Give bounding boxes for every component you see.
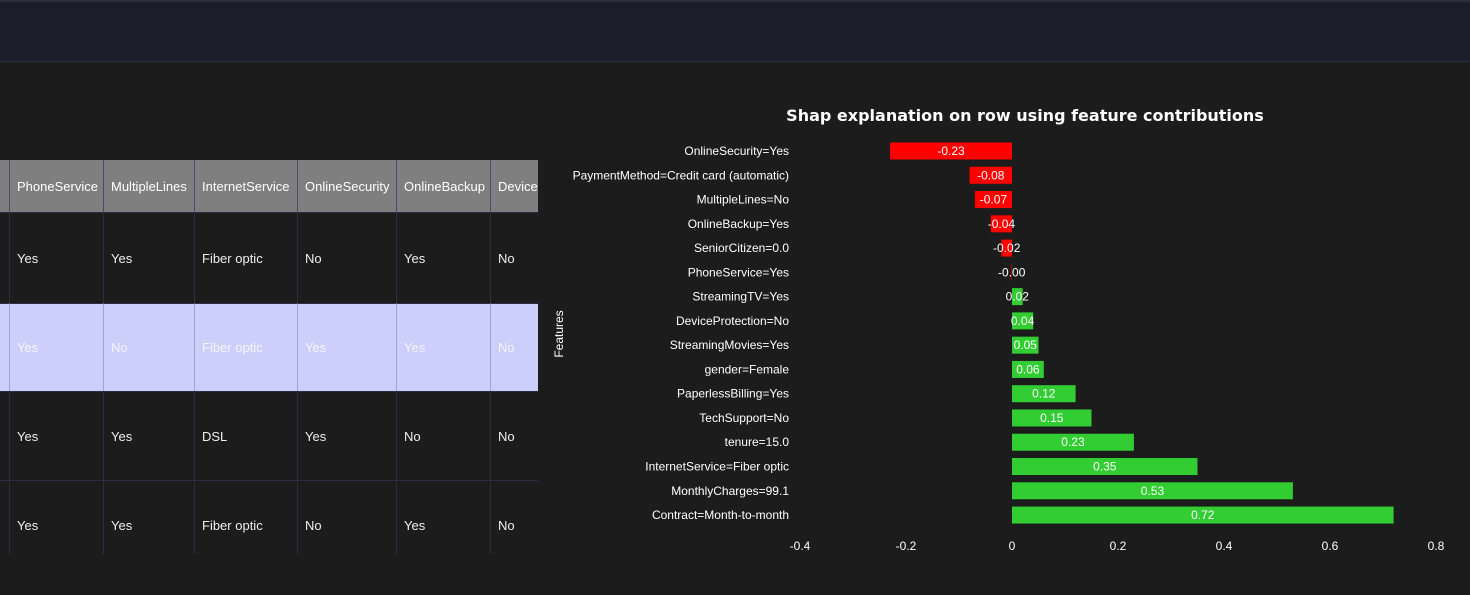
table-cell[interactable]: Fiber optic (194, 480, 297, 554)
bar-value-label: 0.04 (1011, 314, 1035, 328)
x-tick-label: 0.6 (1322, 539, 1339, 553)
bar-value-label: -0.02 (993, 241, 1021, 255)
bar-value-label: -0.04 (988, 217, 1016, 231)
y-tick-label: gender=Female (705, 362, 790, 376)
bar-value-label: 0.05 (1014, 338, 1038, 352)
bar-value-label: 0.06 (1016, 362, 1040, 376)
table-cell[interactable]: Fiber optic (194, 212, 297, 303)
y-tick-label: PaymentMethod=Credit card (automatic) (573, 168, 789, 182)
bar[interactable] (1012, 482, 1293, 500)
table-cell[interactable]: Yes (9, 480, 103, 554)
bar[interactable] (1012, 409, 1092, 427)
table-cell[interactable]: Yes (103, 480, 194, 554)
table-cell-selected[interactable]: Yes (9, 303, 103, 391)
bar[interactable] (990, 215, 1012, 233)
table-cell-selected[interactable]: Yes (297, 303, 396, 391)
table-cell-selected[interactable] (0, 303, 9, 391)
table-cell[interactable] (0, 212, 9, 303)
x-tick-label: -0.2 (896, 539, 917, 553)
table-cell[interactable]: No (490, 480, 538, 554)
y-tick-label: StreamingTV=Yes (692, 290, 789, 304)
table-cell[interactable] (0, 391, 9, 480)
table-cell[interactable]: Yes (396, 480, 490, 554)
y-tick-label: PaperlessBilling=Yes (677, 387, 789, 401)
y-tick-label: DeviceProtection=No (676, 314, 789, 328)
column-header[interactable]: e (0, 160, 9, 212)
table-cell[interactable]: Yes (9, 212, 103, 303)
table-cell[interactable]: Yes (103, 212, 194, 303)
table-cell[interactable]: No (490, 212, 538, 303)
column-header[interactable]: InternetService (194, 160, 297, 212)
bar-value-label: 0.53 (1141, 484, 1165, 498)
bar[interactable] (969, 166, 1012, 184)
bar-value-label: -0.07 (980, 193, 1008, 207)
y-tick-label: MonthlyCharges=99.1 (671, 484, 789, 498)
table-cell[interactable]: Yes (396, 212, 490, 303)
bar-value-label: -0.08 (977, 168, 1005, 182)
bar[interactable] (1012, 336, 1039, 354)
y-tick-label: Contract=Month-to-month (652, 508, 789, 522)
y-tick-label: OnlineSecurity=Yes (684, 144, 789, 158)
table-cell-selected[interactable]: Yes (396, 303, 490, 391)
y-tick-label: OnlineBackup=Yes (688, 217, 789, 231)
x-tick-label: 0 (1009, 539, 1016, 553)
bar[interactable] (1011, 263, 1012, 281)
y-tick-label: MultipleLines=No (697, 193, 790, 207)
table-cell[interactable]: No (297, 480, 396, 554)
y-tick-label: tenure=15.0 (725, 435, 790, 449)
bar-value-label: 0.02 (1006, 290, 1030, 304)
bar-value-label: 0.72 (1191, 508, 1215, 522)
table-cell[interactable] (0, 480, 9, 554)
table-cell[interactable]: No (490, 391, 538, 480)
bar[interactable] (1012, 288, 1023, 306)
table-cell-selected[interactable]: No (490, 303, 538, 391)
bar[interactable] (974, 191, 1012, 209)
bar[interactable] (1012, 433, 1134, 451)
bar-value-label: -0.23 (937, 144, 965, 158)
column-header[interactable]: OnlineSecurity (297, 160, 396, 212)
table-cell-selected[interactable]: No (103, 303, 194, 391)
bar-value-label: -0.00 (998, 265, 1026, 279)
table-cell-selected[interactable]: Fiber optic (194, 303, 297, 391)
y-axis-title: Features (552, 310, 566, 357)
column-header[interactable]: PhoneService (9, 160, 103, 212)
column-header[interactable]: MultipleLines (103, 160, 194, 212)
table-cell[interactable]: Yes (9, 391, 103, 480)
bar[interactable] (1012, 312, 1034, 330)
bar[interactable] (1012, 385, 1076, 403)
bar[interactable] (1001, 239, 1012, 257)
bar-value-label: 0.12 (1032, 387, 1056, 401)
bar-value-label: 0.15 (1040, 411, 1064, 425)
x-tick-label: 0.4 (1216, 539, 1233, 553)
table-cell[interactable]: Yes (297, 391, 396, 480)
y-tick-label: InternetService=Fiber optic (645, 460, 789, 474)
x-tick-label: 0.8 (1428, 539, 1445, 553)
bar[interactable] (890, 142, 1012, 160)
table-cell[interactable]: No (396, 391, 490, 480)
table-cell[interactable]: No (297, 212, 396, 303)
bar[interactable] (1012, 458, 1198, 476)
column-header[interactable]: OnlineBackup (396, 160, 490, 212)
table-cell[interactable]: Yes (103, 391, 194, 480)
y-tick-label: SeniorCitizen=0.0 (694, 241, 789, 255)
column-header[interactable]: Device (490, 160, 538, 212)
table-cell[interactable]: DSL (194, 391, 297, 480)
bar-value-label: 0.35 (1093, 460, 1117, 474)
x-tick-label: 0.2 (1110, 539, 1127, 553)
top-navbar (0, 0, 1470, 62)
y-tick-label: PhoneService=Yes (688, 265, 789, 279)
bar-value-label: 0.23 (1061, 435, 1085, 449)
chart-title: Shap explanation on row using feature co… (786, 106, 1264, 125)
y-tick-label: StreamingMovies=Yes (670, 338, 789, 352)
x-tick-label: -0.4 (790, 539, 811, 553)
bar[interactable] (1012, 360, 1044, 378)
bar[interactable] (1012, 506, 1394, 524)
data-table: ePhoneServiceMultipleLinesInternetServic… (0, 160, 538, 554)
y-tick-label: TechSupport=No (699, 411, 789, 425)
data-table-grid: ePhoneServiceMultipleLinesInternetServic… (0, 160, 538, 554)
